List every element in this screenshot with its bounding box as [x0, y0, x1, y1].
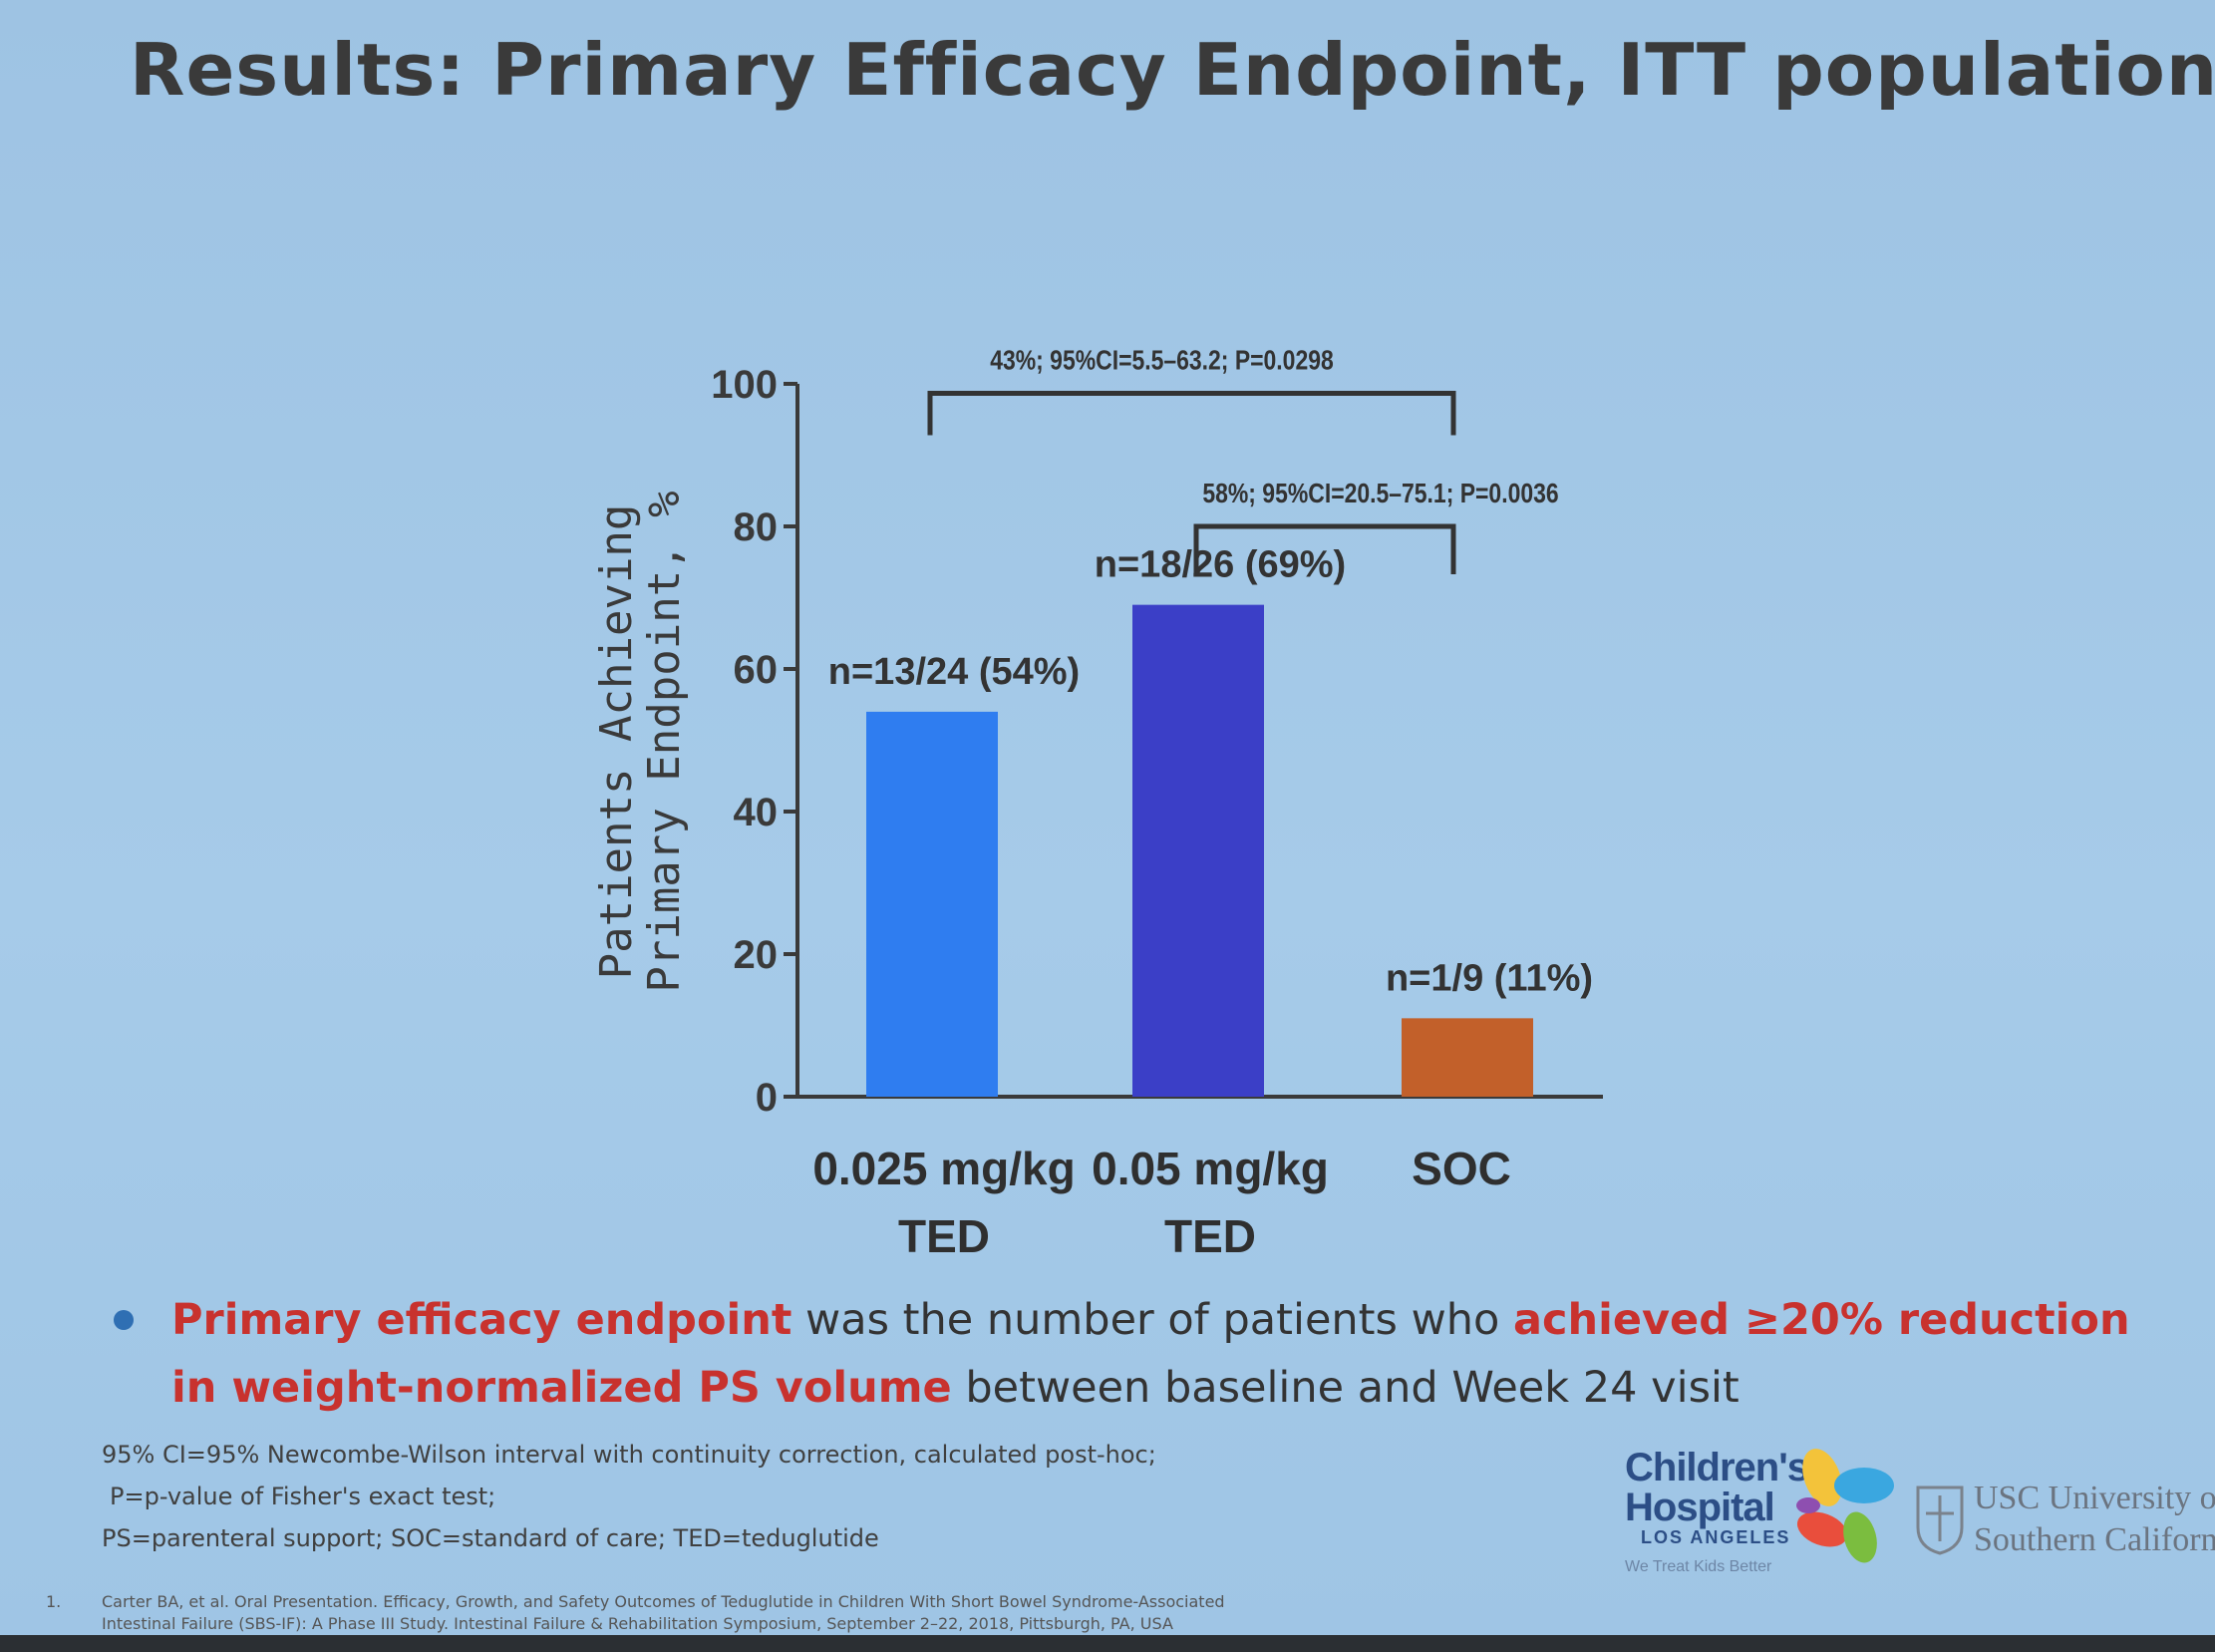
chla-logo-tagline: We Treat Kids Better: [1625, 1558, 1772, 1575]
y-tick-label: 20: [734, 933, 779, 977]
chla-logo-line3: LOS ANGELES: [1641, 1527, 1791, 1547]
usc-seal-icon: [1916, 1486, 1964, 1555]
bar-2: [1132, 604, 1264, 1097]
y-tick-label: 0: [756, 1076, 778, 1120]
footnote-abbrev: PS=parenteral support; SOC=standard of c…: [102, 1524, 879, 1552]
y-axis-title-line1: Patients Achieving: [591, 504, 642, 980]
usc-logo-line1: USC University of: [1974, 1480, 2215, 1516]
bullet-highlight-endpoint: Primary efficacy endpoint: [171, 1295, 792, 1345]
category-label-2: 0.05 mg/kg: [1092, 1143, 1329, 1194]
data-label-3: n=1/9 (11%): [1386, 957, 1593, 999]
y-tick-label: 80: [734, 505, 779, 549]
slide-title: Results: Primary Efficacy Endpoint, ITT …: [130, 28, 2215, 112]
comparison-bracket-1: [927, 390, 1456, 436]
y-tick-label: 40: [734, 791, 779, 834]
category-label-3: SOC: [1412, 1143, 1511, 1194]
footnotes: 95% CI=95% Newcombe-Wilson interval with…: [102, 1434, 1156, 1559]
comparison-bracket-2: [1193, 523, 1456, 574]
data-label-2: n=18/26 (69%): [1095, 544, 1346, 586]
category-sublabel-2: TED: [1164, 1210, 1256, 1262]
footnote-ci: 95% CI=95% Newcombe-Wilson interval with…: [102, 1441, 1156, 1469]
bullet-text-end: between baseline and Week 24 visit: [951, 1363, 1740, 1413]
reference-number: 1.: [46, 1592, 62, 1611]
comparison-label-1: 43%; 95%CI=5.5–63.2; P=0.0298: [990, 345, 1334, 376]
endpoint-bullet: Primary efficacy endpoint was the number…: [100, 1286, 2153, 1422]
y-tick-label: 100: [711, 363, 778, 407]
reference-line1: Carter BA, et al. Oral Presentation. Eff…: [102, 1592, 1225, 1611]
bar-chart: 0 20 40 60 80 100 Patients AchievingPrimary En…: [591, 345, 1603, 1262]
reference-line2: Intestinal Failure (SBS-IF): A Phase III…: [102, 1614, 1173, 1633]
bar-1: [866, 711, 998, 1097]
chart-axes: 0 20 40 60 80 100 Patients AchievingPrimary En…: [591, 363, 1603, 1120]
footnote-p: P=p-value of Fisher's exact test;: [110, 1483, 496, 1510]
chla-logo-line2: Hospital: [1625, 1486, 1775, 1529]
bar-3: [1402, 1018, 1533, 1097]
comparison-brackets: 43%; 95%CI=5.5–63.2; P=0.0298 58%; 95%CI=…: [927, 345, 1559, 574]
y-axis-title: Patients AchievingPrimary Endpoint, %: [591, 491, 690, 992]
y-axis-title-line2: Primary Endpoint, %: [639, 491, 690, 992]
chart-bars: [866, 604, 1533, 1097]
butterfly-logo-icon: [1796, 1449, 1894, 1563]
usc-logo-line2: Southern California: [1974, 1521, 2215, 1558]
bullet-text-middle: was the number of patients who: [791, 1295, 1513, 1345]
chla-logo-line1: Children's: [1625, 1446, 1809, 1489]
data-label-1: n=13/24 (54%): [828, 651, 1080, 693]
chla-logo: Children's Hospital LOS ANGELES We Treat…: [1625, 1448, 1904, 1617]
bullet-text: Primary efficacy endpoint was the number…: [171, 1286, 2153, 1422]
y-tick-label: 60: [734, 648, 779, 692]
usc-logo: USC University of Southern California: [1914, 1480, 2215, 1569]
reference: 1. Carter BA, et al. Oral Presentation. E…: [46, 1591, 1601, 1635]
comparison-label-2: 58%; 95%CI=20.5–75.1; P=0.0036: [1202, 479, 1558, 509]
chart-labels: n=13/24 (54%) 0.025 mg/kg TED n=18/26 (69%)…: [812, 544, 1593, 1262]
bullet-dot-icon: [114, 1310, 134, 1330]
category-label-1: 0.025 mg/kg: [812, 1143, 1075, 1194]
category-sublabel-1: TED: [898, 1210, 990, 1262]
bullet-highlight-reduction: achieved ≥20% reduction in weight-normal…: [171, 1295, 2130, 1413]
